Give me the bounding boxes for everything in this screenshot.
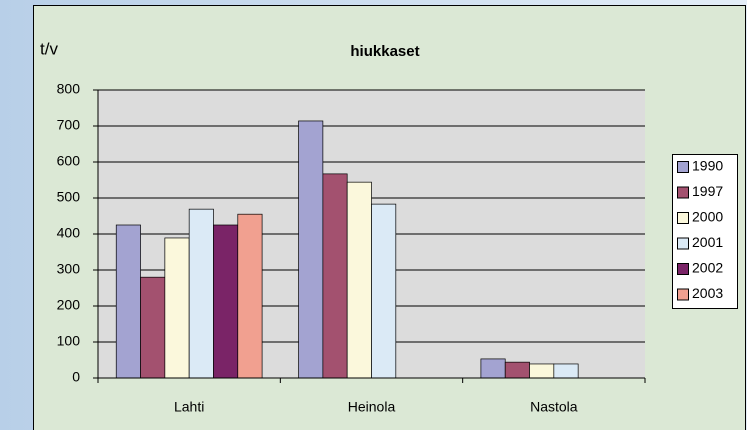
y-tick-label: 300	[57, 261, 81, 277]
y-tick-label: 200	[57, 297, 81, 313]
bar	[529, 363, 555, 379]
bar	[553, 363, 579, 379]
legend-swatch	[677, 161, 689, 173]
bar	[346, 181, 372, 379]
y-tick-label: 600	[57, 153, 81, 169]
bar	[188, 208, 214, 379]
bar	[237, 213, 263, 379]
legend-label: 2000	[692, 209, 723, 225]
legend-swatch	[677, 237, 689, 250]
legend-label: 1997	[692, 183, 723, 199]
y-tick-label: 100	[57, 333, 81, 349]
y-tick-label: 800	[57, 81, 81, 97]
x-tick-label: Nastola	[530, 399, 578, 415]
y-tick-label: 400	[57, 225, 81, 241]
legend-label: 1990	[692, 158, 723, 174]
bar	[480, 358, 506, 379]
bar	[115, 224, 141, 379]
bar	[213, 224, 239, 379]
legend	[672, 154, 738, 309]
legend-swatch	[677, 212, 689, 224]
legend-swatch	[677, 263, 689, 275]
bar	[371, 203, 397, 379]
legend-swatch	[677, 186, 689, 199]
bar	[140, 276, 166, 379]
y-tick-label: 500	[57, 189, 81, 205]
y-tick-label: 0	[72, 369, 80, 385]
bar	[322, 173, 348, 379]
x-tick-label: Heinola	[348, 399, 396, 415]
bar	[298, 120, 324, 379]
x-tick-label: Lahti	[174, 399, 204, 415]
legend-label: 2001	[692, 234, 723, 250]
bar	[504, 361, 530, 379]
legend-label: 2003	[692, 285, 723, 301]
y-tick-label: 700	[57, 117, 81, 133]
chart-title: hiukkaset	[350, 43, 419, 60]
legend-label: 2002	[692, 260, 723, 276]
legend-swatch	[677, 288, 689, 301]
y-axis-label: t/v	[40, 39, 58, 58]
bar	[164, 237, 190, 379]
